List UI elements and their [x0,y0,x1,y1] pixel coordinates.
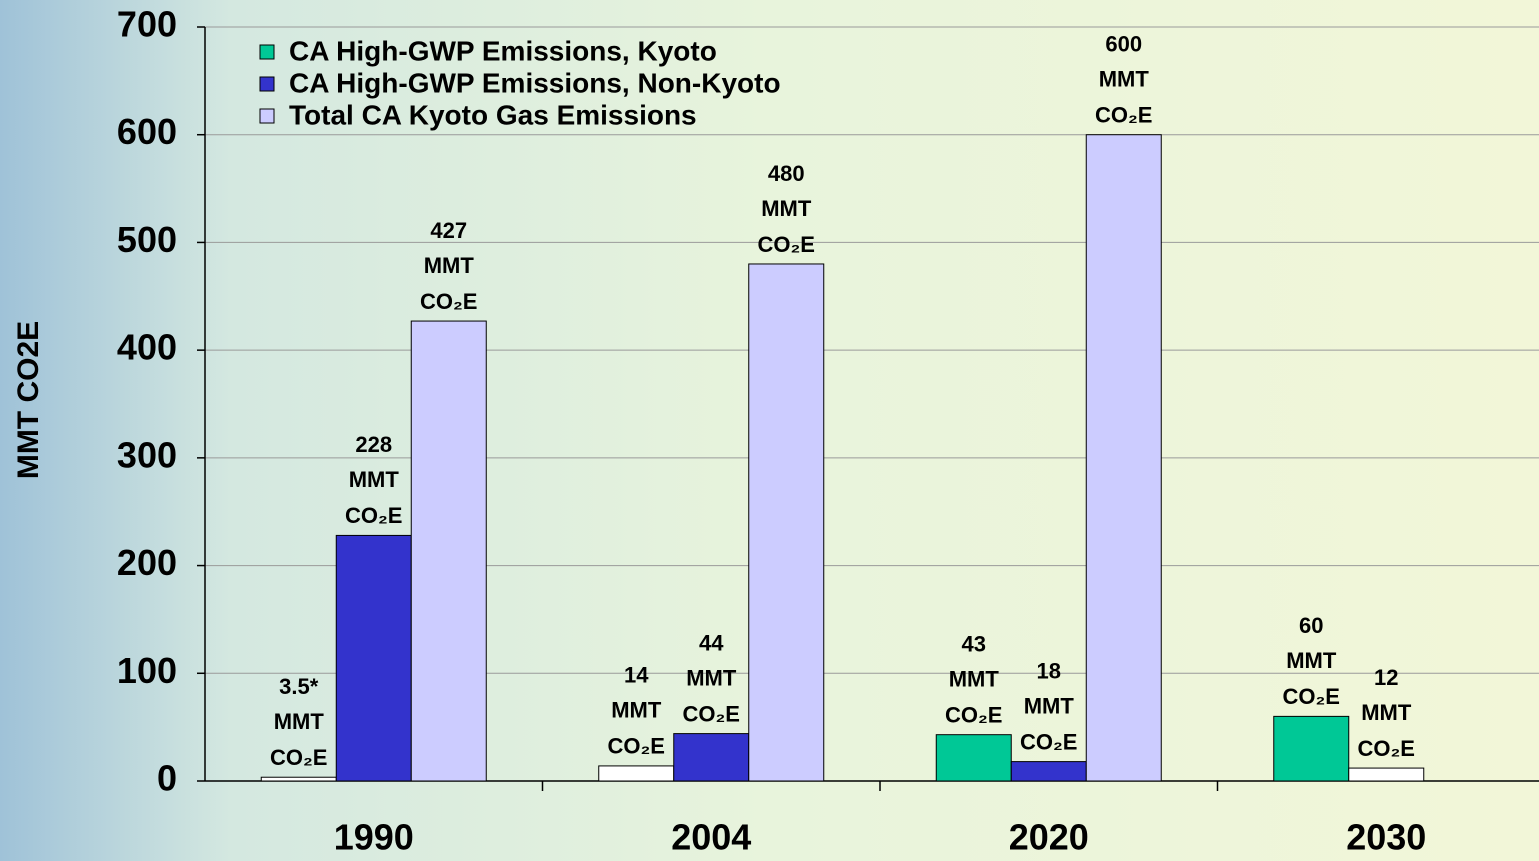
legend-label: CA High-GWP Emissions, Non-Kyoto [289,67,781,98]
value-label: 228 [355,432,392,457]
bar [1348,767,1425,782]
legend-swatch [259,76,275,92]
y-tick-label: 0 [157,758,177,799]
bar [335,534,412,782]
bar [673,733,750,782]
value-label-unit: MMT [611,698,662,723]
value-label-unit: CO₂E [758,232,815,257]
y-tick-label: 600 [117,111,177,152]
value-label: 60 [1299,613,1323,638]
value-label-unit: CO₂E [1095,103,1152,128]
y-tick-label: 500 [117,219,177,260]
value-label-unit: MMT [274,709,325,734]
value-label-unit: MMT [424,253,475,278]
x-tick-label: 2030 [1346,817,1426,858]
value-label-unit: MMT [1286,648,1337,673]
x-tick-label: 1990 [334,817,414,858]
value-label: 3.5* [279,674,319,699]
value-label-unit: MMT [1024,693,1075,718]
bar [260,776,337,782]
y-tick-label: 700 [117,4,177,45]
value-label-unit: MMT [349,467,400,492]
legend-swatch [259,108,275,124]
value-label-unit: MMT [761,196,812,221]
legend-label: CA High-GWP Emissions, Kyoto [289,35,717,66]
value-label-unit: MMT [686,665,737,690]
value-label-unit: MMT [949,666,1000,691]
value-label: 427 [430,218,467,243]
y-tick-label: 400 [117,327,177,368]
value-label-unit: CO₂E [608,734,665,759]
legend-swatch [259,44,275,60]
value-label: 18 [1037,658,1061,683]
legend-label: Total CA Kyoto Gas Emissions [289,99,697,130]
value-label: 14 [624,663,649,688]
value-label: 600 [1105,32,1142,57]
value-label-unit: CO₂E [945,702,1002,727]
bar [1010,761,1087,782]
value-label-unit: CO₂E [270,745,327,770]
value-label-unit: CO₂E [683,701,740,726]
value-label-unit: CO₂E [345,503,402,528]
bar [598,765,675,782]
value-label-unit: CO₂E [1283,684,1340,709]
y-tick-label: 300 [117,434,177,475]
value-label-unit: CO₂E [1020,729,1077,754]
value-label: 43 [962,631,986,656]
value-label-unit: MMT [1099,67,1150,92]
x-tick-label: 2004 [671,817,751,858]
x-tick-label: 2020 [1009,817,1089,858]
y-tick-label: 100 [117,650,177,691]
bar [410,320,487,782]
value-label: 44 [699,630,724,655]
y-tick-label: 200 [117,542,177,583]
bar [1273,715,1350,782]
value-label-unit: MMT [1361,700,1412,725]
value-label-unit: CO₂E [420,289,477,314]
value-label: 12 [1374,665,1398,690]
value-label: 480 [768,161,805,186]
value-label-unit: CO₂E [1358,736,1415,761]
bar [1085,134,1162,782]
bar [935,734,1012,782]
y-axis-title: MMT CO2E [12,321,45,479]
bar [748,263,825,782]
